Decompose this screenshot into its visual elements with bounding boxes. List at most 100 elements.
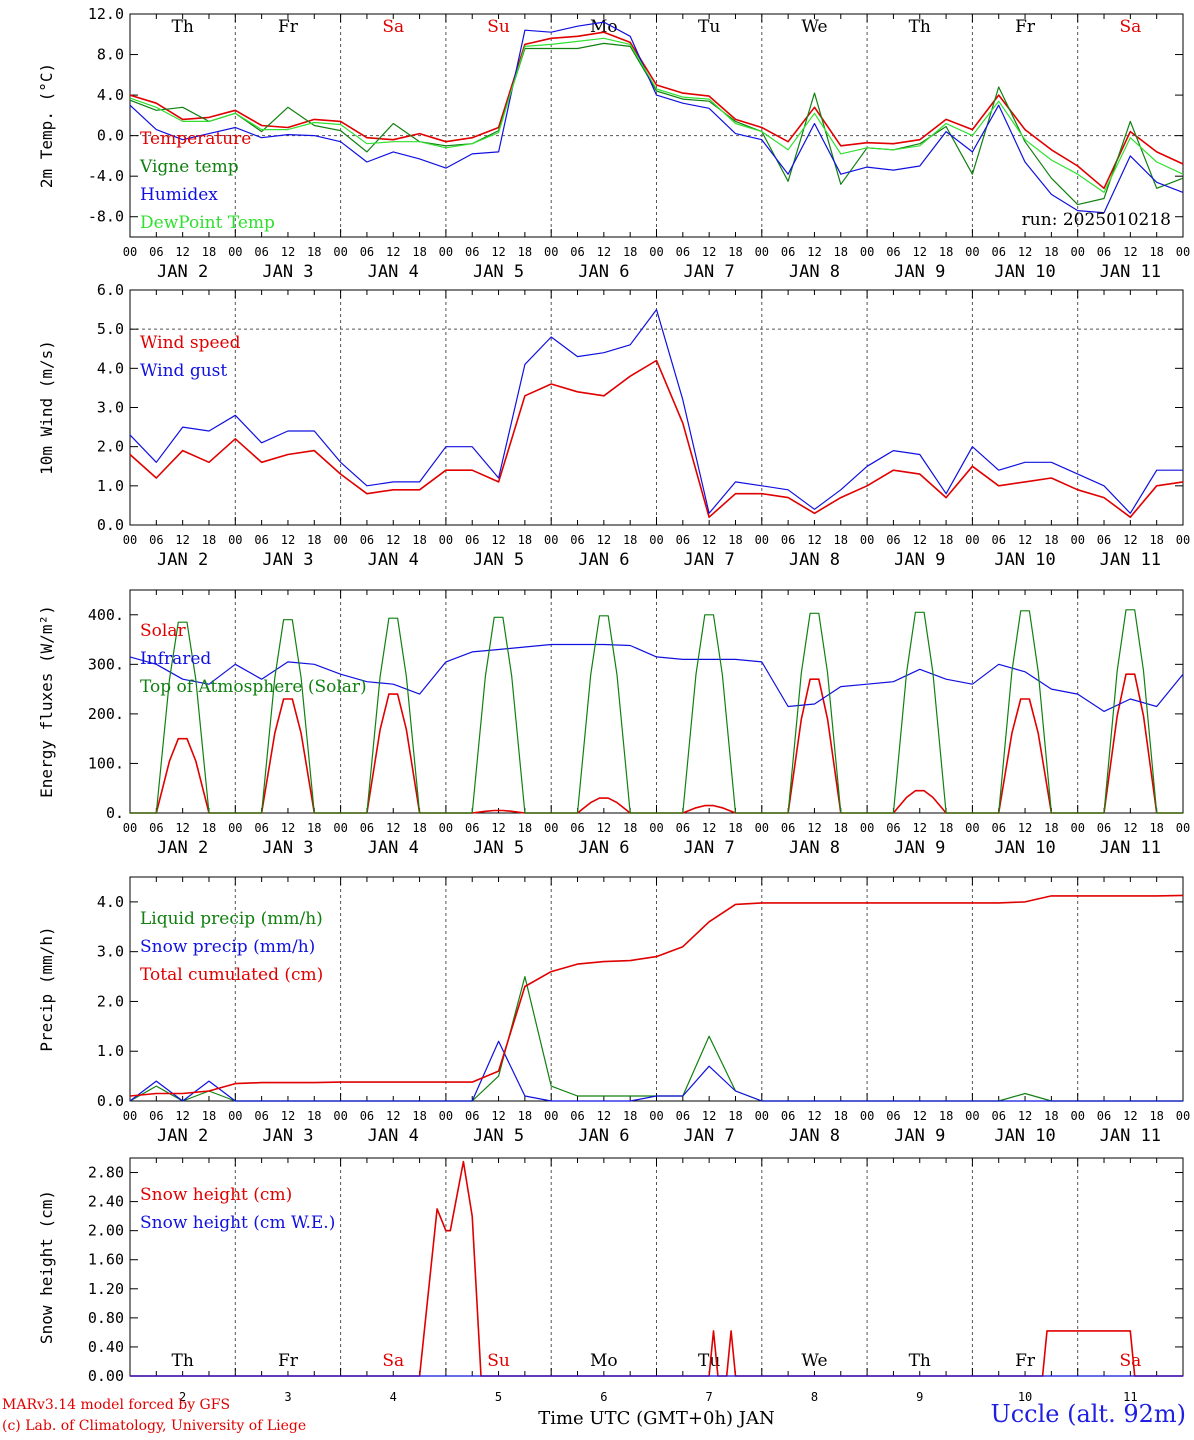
x-hour-label: 18: [412, 245, 426, 259]
panel-4: 0.0 1.0 2.0 3.0 4.0 Precip (mm/h) 00 06 12 18 JAN …: [37, 876, 1190, 1146]
weekday-label: Tu: [698, 1351, 720, 1371]
x-hour-label: 12: [386, 1109, 400, 1123]
weekday-label: Fr: [278, 1351, 299, 1371]
x-hour-label: 12: [1123, 533, 1137, 547]
x-hour-label: 00: [123, 821, 137, 835]
x-hour-label: 00: [1176, 821, 1190, 835]
x-day-label: JAN 5: [473, 1126, 524, 1146]
x-day-label: JAN 7: [684, 262, 735, 282]
x-hour-label: 12: [175, 245, 189, 259]
x-hour-label: 00: [965, 821, 979, 835]
x-day-label: JAN 3: [262, 262, 313, 282]
x-hour-label: 06: [149, 821, 163, 835]
x-hour-label: 12: [1123, 1109, 1137, 1123]
x-hour-label: 00: [1070, 245, 1084, 259]
series-line: [129, 21, 1184, 214]
legend-entry: Vigne temp: [139, 157, 239, 177]
y-tick-label: 3.0: [97, 399, 124, 417]
x-hour-label: 18: [1149, 821, 1163, 835]
x-day-label: JAN 3: [262, 838, 313, 858]
y-tick-label: 2.0: [97, 992, 124, 1010]
x-day-label: JAN 11: [1100, 262, 1161, 282]
x-hour-label: 18: [307, 1109, 321, 1123]
y-tick-label: 2.0: [97, 438, 124, 456]
x-hour-label: 12: [491, 1109, 505, 1123]
y-tick-label: 0.0: [97, 127, 124, 145]
x-hour-label: 18: [1044, 245, 1058, 259]
x-hour-label: 00: [965, 533, 979, 547]
x-day-label: JAN 5: [473, 550, 524, 570]
y-tick-label: 5.0: [97, 320, 124, 338]
y-tick-label: 300.: [88, 655, 124, 673]
legend-entry: Temperature: [140, 129, 251, 149]
y-tick-label: -4.0: [88, 167, 124, 185]
x-hour-label: 18: [412, 533, 426, 547]
x-day-number: 2: [179, 1390, 186, 1404]
series-line: [130, 1160, 1183, 1377]
plot-frame: [129, 589, 1184, 814]
x-hour-label: 06: [254, 821, 268, 835]
x-hour-label: 12: [807, 533, 821, 547]
y-tick-label: 2.00: [88, 1222, 124, 1240]
y-tick-label: 2.80: [88, 1164, 124, 1182]
x-hour-label: 06: [360, 533, 374, 547]
x-day-label: JAN 8: [789, 838, 840, 858]
x-hour-label: 00: [965, 1109, 979, 1123]
y-axis-title: Precip (mm/h): [37, 926, 56, 1051]
x-day-label: JAN 4: [368, 262, 419, 282]
x-hour-label: 12: [386, 533, 400, 547]
weekday-label: We: [801, 1351, 827, 1371]
x-hour-label: 06: [781, 245, 795, 259]
station-label: Uccle (alt. 92m): [990, 1400, 1186, 1428]
weekday-label: Fr: [1015, 1351, 1036, 1371]
y-axis-title: 10m Wind (m/s): [37, 340, 56, 475]
y-tick-label: 0.00: [88, 1367, 124, 1385]
panel-1: -8.0 -4.0 0.0 4.0 8.0 12.0 2m Temp. (°C) 00 06 12…: [37, 5, 1190, 282]
x-hour-label: 12: [175, 821, 189, 835]
x-hour-label: 12: [913, 821, 927, 835]
x-day-label: JAN 6: [578, 262, 629, 282]
x-hour-label: 06: [360, 245, 374, 259]
x-hour-label: 18: [834, 533, 848, 547]
x-hour-label: 12: [491, 533, 505, 547]
legend-entry: Snow precip (mm/h): [140, 937, 315, 957]
x-hour-label: 00: [333, 533, 347, 547]
x-hour-label: 18: [728, 533, 742, 547]
x-hour-label: 18: [1044, 821, 1058, 835]
x-hour-label: 06: [360, 1109, 374, 1123]
x-hour-label: 12: [281, 245, 295, 259]
x-day-label: JAN 11: [1100, 1126, 1161, 1146]
x-hour-label: 00: [123, 245, 137, 259]
x-hour-label: 00: [755, 245, 769, 259]
x-hour-label: 00: [544, 821, 558, 835]
x-hour-label: 18: [518, 245, 532, 259]
weekday-label: Sa: [382, 17, 404, 37]
x-hour-label: 12: [702, 245, 716, 259]
weekday-label: Th: [172, 1351, 194, 1371]
x-hour-label: 18: [518, 821, 532, 835]
legend-entry: Infrared: [140, 649, 211, 669]
legend-entry: Wind gust: [140, 361, 227, 381]
x-hour-label: 12: [491, 821, 505, 835]
x-day-label: JAN 11: [1100, 550, 1161, 570]
x-day-label: JAN 9: [894, 262, 945, 282]
y-tick-label: 1.0: [97, 477, 124, 495]
x-hour-label: 06: [465, 245, 479, 259]
x-hour-label: 06: [570, 245, 584, 259]
x-hour-label: 06: [886, 1109, 900, 1123]
x-hour-label: 18: [939, 1109, 953, 1123]
x-hour-label: 00: [123, 533, 137, 547]
x-hour-label: 00: [649, 1109, 663, 1123]
x-hour-label: 18: [1149, 1109, 1163, 1123]
x-hour-label: 06: [465, 533, 479, 547]
y-tick-label: 0.0: [97, 1092, 124, 1110]
x-day-label: JAN 10: [994, 262, 1055, 282]
x-day-label: JAN 10: [994, 1126, 1055, 1146]
weekday-label: Fr: [1015, 17, 1036, 37]
x-hour-label: 00: [860, 533, 874, 547]
x-hour-label: 06: [781, 1109, 795, 1123]
x-hour-label: 00: [1070, 533, 1084, 547]
x-day-number: 4: [390, 1390, 397, 1404]
legend-entry: Snow height (cm W.E.): [140, 1213, 335, 1233]
x-hour-label: 00: [1176, 245, 1190, 259]
